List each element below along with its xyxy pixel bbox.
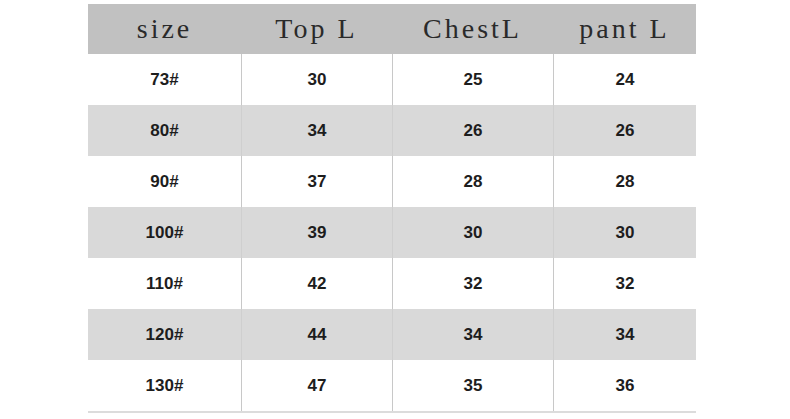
- measurement-cell: 34: [241, 105, 392, 156]
- measurement-cell: 28: [392, 156, 553, 207]
- measurement-cell: 28: [553, 156, 696, 207]
- measurement-cell: 44: [241, 309, 392, 360]
- measurement-cell: 32: [553, 258, 696, 309]
- measurement-cell: 30: [553, 207, 696, 258]
- size-cell: 73#: [88, 54, 241, 105]
- size-chart-page: size Top L ChestL pant L 73#30252480#342…: [0, 0, 790, 419]
- table-row: 130#473536: [88, 360, 696, 411]
- table-row: 80#342626: [88, 105, 696, 156]
- size-cell: 90#: [88, 156, 241, 207]
- measurement-cell: 30: [392, 207, 553, 258]
- measurement-cell: 36: [553, 360, 696, 411]
- size-cell: 80#: [88, 105, 241, 156]
- column-header-chest-l: ChestL: [392, 4, 553, 54]
- measurement-cell: 24: [553, 54, 696, 105]
- measurement-cell: 42: [241, 258, 392, 309]
- measurement-cell: 39: [241, 207, 392, 258]
- table-row: 110#423232: [88, 258, 696, 309]
- table-row: 90#372828: [88, 156, 696, 207]
- measurement-cell: 34: [392, 309, 553, 360]
- measurement-cell: 47: [241, 360, 392, 411]
- size-cell: 100#: [88, 207, 241, 258]
- size-cell: 110#: [88, 258, 241, 309]
- measurement-cell: 26: [553, 105, 696, 156]
- measurement-cell: 34: [553, 309, 696, 360]
- column-header-size: size: [88, 4, 241, 54]
- size-cell: 120#: [88, 309, 241, 360]
- table-body: 73#30252480#34262690#372828100#393030110…: [88, 54, 696, 411]
- measurement-cell: 25: [392, 54, 553, 105]
- column-header-pant-l: pant L: [553, 4, 696, 54]
- column-header-top-l: Top L: [241, 4, 392, 54]
- measurement-cell: 35: [392, 360, 553, 411]
- table-header-row: size Top L ChestL pant L: [88, 4, 696, 54]
- size-cell: 130#: [88, 360, 241, 411]
- table-row: 100#393030: [88, 207, 696, 258]
- table-row: 73#302524: [88, 54, 696, 105]
- measurement-cell: 26: [392, 105, 553, 156]
- measurement-cell: 37: [241, 156, 392, 207]
- measurement-cell: 30: [241, 54, 392, 105]
- size-table: size Top L ChestL pant L 73#30252480#342…: [88, 4, 696, 413]
- table-row: 120#443434: [88, 309, 696, 360]
- measurement-cell: 32: [392, 258, 553, 309]
